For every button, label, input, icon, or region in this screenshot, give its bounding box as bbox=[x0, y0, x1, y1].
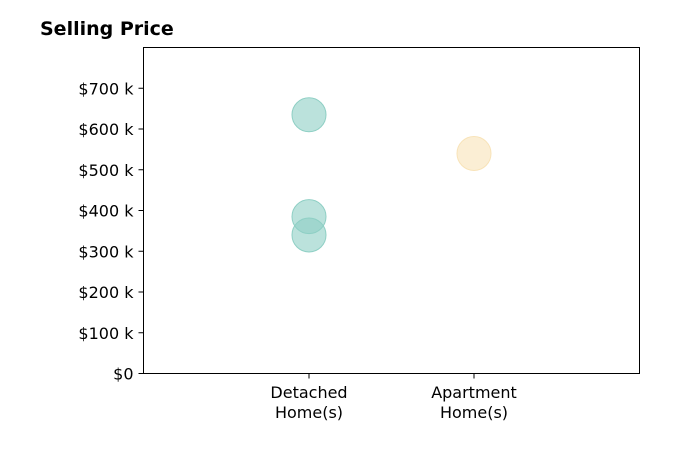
y-tick-label: $600 k bbox=[78, 120, 134, 139]
x-axis: Detached Home(s)Apartment Home(s) bbox=[270, 373, 517, 422]
y-axis: $0 $100 k $200 k $300 k $400 k $500 k $600 k $7… bbox=[78, 79, 144, 384]
y-tick-label: $400 k bbox=[78, 202, 134, 221]
x-tick-label-line: Home(s) bbox=[440, 403, 508, 422]
data-point bbox=[291, 217, 327, 253]
y-tick-label: $700 k bbox=[78, 79, 134, 98]
y-tick-label: $100 k bbox=[78, 324, 134, 343]
x-tick-label-line: Detached bbox=[270, 383, 347, 402]
y-tick-label: $500 k bbox=[78, 161, 134, 180]
data-points bbox=[291, 97, 492, 253]
y-tick-label: $200 k bbox=[78, 283, 134, 302]
x-tick-label-line: Home(s) bbox=[275, 403, 343, 422]
plot-frame bbox=[143, 47, 640, 374]
data-point bbox=[291, 97, 327, 133]
x-tick-label: Apartment Home(s) bbox=[431, 383, 517, 422]
y-tick-label: $300 k bbox=[78, 242, 134, 261]
y-tick-label: $0 bbox=[113, 365, 133, 384]
x-tick-label: Detached Home(s) bbox=[270, 383, 347, 422]
chart-title: Selling Price bbox=[40, 18, 174, 40]
x-tick-label-line: Apartment bbox=[431, 383, 517, 402]
data-point bbox=[456, 135, 492, 171]
